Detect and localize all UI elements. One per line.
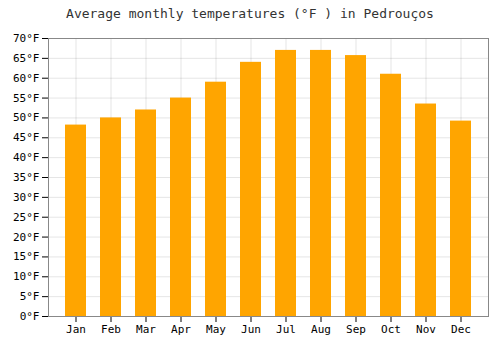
svg-text:25°F: 25°F: [13, 211, 40, 224]
svg-text:35°F: 35°F: [13, 171, 40, 184]
svg-text:May: May: [206, 323, 226, 336]
svg-text:10°F: 10°F: [13, 270, 40, 283]
svg-text:Dec: Dec: [451, 323, 471, 336]
svg-text:Jul: Jul: [276, 323, 296, 336]
svg-text:65°F: 65°F: [13, 52, 40, 65]
svg-text:55°F: 55°F: [13, 92, 40, 105]
svg-text:Jun: Jun: [241, 323, 261, 336]
svg-text:Aug: Aug: [311, 323, 331, 336]
svg-text:Feb: Feb: [101, 323, 121, 336]
svg-text:Nov: Nov: [416, 323, 436, 336]
svg-text:30°F: 30°F: [13, 191, 40, 204]
svg-text:50°F: 50°F: [13, 111, 40, 124]
svg-text:70°F: 70°F: [13, 32, 40, 45]
html-text:Average monthly temperatures (: Average monthly temperatures (°F ) in Pe…: [66, 6, 434, 21]
svg-text:Apr: Apr: [171, 323, 191, 336]
svg-text:20°F: 20°F: [13, 231, 40, 244]
svg-text:Mar: Mar: [136, 323, 156, 336]
svg-text:Oct: Oct: [381, 323, 401, 336]
svg-text:Jan: Jan: [66, 323, 86, 336]
svg-text:5°F: 5°F: [20, 290, 40, 303]
svg-text:0°F: 0°F: [20, 310, 40, 323]
svg-text:Sep: Sep: [346, 323, 366, 336]
svg-text:15°F: 15°F: [13, 250, 40, 263]
svg-text:40°F: 40°F: [13, 151, 40, 164]
svg-text:45°F: 45°F: [13, 131, 40, 144]
svg-text:60°F: 60°F: [13, 72, 40, 85]
